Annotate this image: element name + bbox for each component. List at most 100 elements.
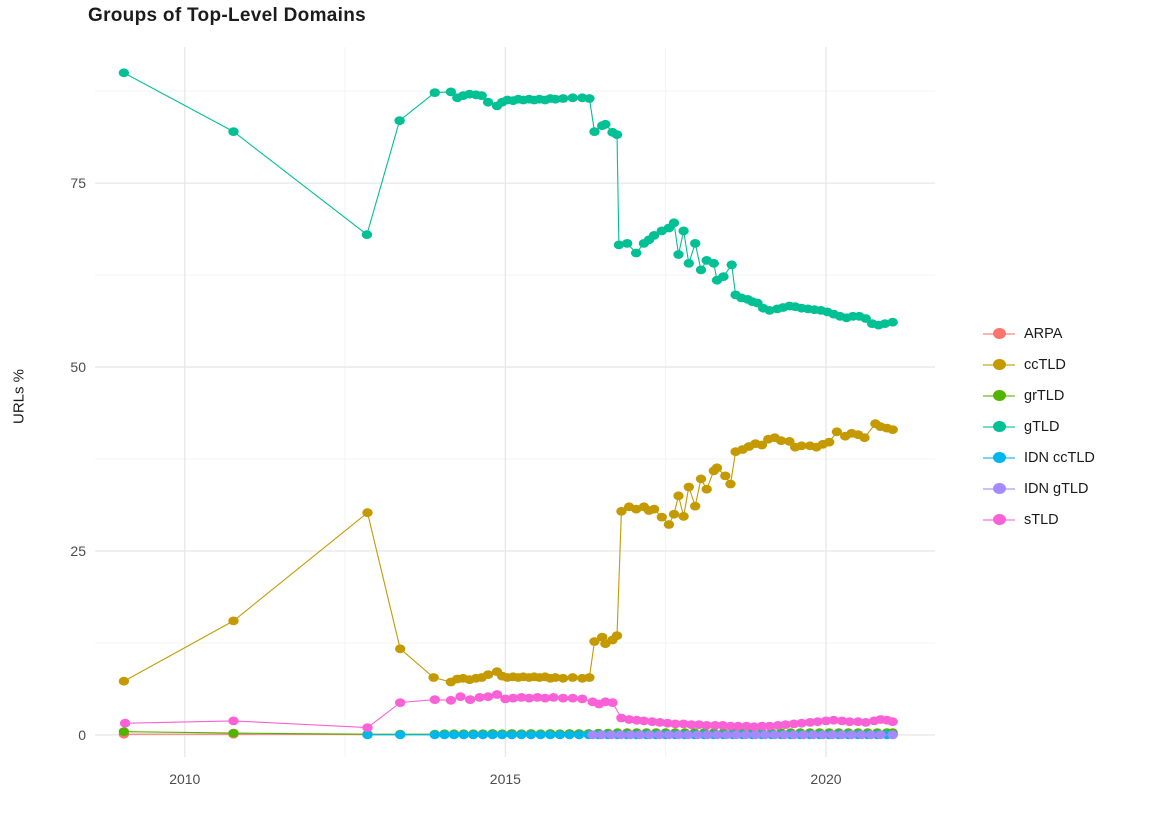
data-point <box>741 721 752 731</box>
data-point <box>726 260 737 270</box>
data-point <box>567 93 578 103</box>
data-point <box>796 441 807 451</box>
data-point <box>717 721 728 730</box>
data-point <box>817 730 828 740</box>
data-point <box>686 720 697 729</box>
data-point <box>831 427 843 437</box>
data-point <box>535 730 546 740</box>
data-point <box>613 240 625 250</box>
data-point <box>701 721 712 730</box>
data-point <box>607 698 618 707</box>
data-point <box>468 730 479 740</box>
y-tick-label: 0 <box>78 727 86 743</box>
data-point <box>573 730 585 740</box>
legend-key-icon <box>983 482 1015 496</box>
data-point <box>523 693 535 703</box>
data-point <box>550 94 561 104</box>
data-point <box>395 698 406 707</box>
data-point <box>673 491 684 501</box>
legend-label: gTLD <box>1024 419 1060 435</box>
data-point <box>673 250 684 259</box>
data-point <box>670 719 681 729</box>
data-point <box>648 504 660 514</box>
data-point <box>428 673 439 682</box>
data-point <box>394 116 405 125</box>
chart-title: Groups of Top-Level Domains <box>88 5 366 26</box>
data-point <box>623 715 635 724</box>
data-point <box>491 690 503 699</box>
data-point <box>118 727 130 736</box>
data-point <box>631 248 642 258</box>
legend-key-icon <box>983 420 1015 434</box>
data-point <box>557 673 569 683</box>
legend-label: ccTLD <box>1024 357 1066 373</box>
data-point <box>711 463 723 473</box>
data-point <box>887 425 898 434</box>
data-point <box>567 693 578 703</box>
data-point <box>759 730 771 740</box>
data-point <box>668 509 680 519</box>
y-tick-label: 25 <box>70 543 86 559</box>
data-point <box>525 730 537 740</box>
data-point <box>589 637 600 646</box>
data-point <box>683 482 694 492</box>
legend: ARPA ccTLD grTLD gTLD IDN ccTLD IDN gTLD <box>983 323 1095 531</box>
data-point <box>445 87 457 97</box>
data-point <box>731 730 742 740</box>
data-point <box>545 730 556 740</box>
data-point <box>663 730 675 740</box>
data-point <box>756 721 768 731</box>
legend-item-grtld: grTLD <box>983 385 1095 407</box>
data-point <box>775 436 787 445</box>
data-point <box>634 730 646 740</box>
data-point <box>682 730 694 740</box>
legend-key-icon <box>983 513 1015 527</box>
data-point <box>820 716 832 726</box>
data-point <box>119 718 131 728</box>
data-point <box>474 693 485 702</box>
data-point <box>361 230 373 240</box>
data-point <box>860 718 871 727</box>
data-point <box>507 693 519 703</box>
data-point <box>662 718 673 728</box>
legend-item-idn-gtld: IDN gTLD <box>983 478 1095 500</box>
data-point <box>476 91 487 100</box>
data-point <box>228 127 239 136</box>
data-point <box>644 730 655 740</box>
data-point <box>557 94 569 103</box>
data-point <box>516 693 527 702</box>
legend-item-gtld: gTLD <box>983 416 1095 438</box>
series-idn-gtld <box>587 730 898 740</box>
data-point <box>808 730 819 740</box>
data-point <box>647 717 658 727</box>
series-line-gtld <box>123 72 893 326</box>
data-point <box>616 506 627 516</box>
data-point <box>554 730 566 740</box>
data-point <box>429 730 440 740</box>
data-point <box>615 730 626 740</box>
data-point <box>362 730 373 740</box>
data-point <box>118 676 130 686</box>
data-point <box>429 88 440 97</box>
data-point <box>836 730 848 740</box>
data-point <box>668 218 680 228</box>
data-point <box>584 94 595 103</box>
data-point <box>654 718 666 727</box>
data-point <box>678 226 689 236</box>
data-point <box>828 715 839 725</box>
legend-item-arpa: ARPA <box>983 323 1095 345</box>
y-tick-label: 50 <box>70 359 86 375</box>
data-point <box>600 119 611 129</box>
data-point <box>663 520 675 529</box>
series-stld <box>119 690 898 732</box>
legend-label: sTLD <box>1024 512 1059 528</box>
data-point <box>564 730 575 740</box>
data-point <box>711 730 723 740</box>
data-point <box>557 693 569 703</box>
data-point <box>678 512 689 521</box>
data-point <box>859 433 870 443</box>
data-point <box>690 501 701 511</box>
data-point <box>718 272 729 281</box>
data-point <box>827 730 838 740</box>
data-point <box>875 730 886 740</box>
